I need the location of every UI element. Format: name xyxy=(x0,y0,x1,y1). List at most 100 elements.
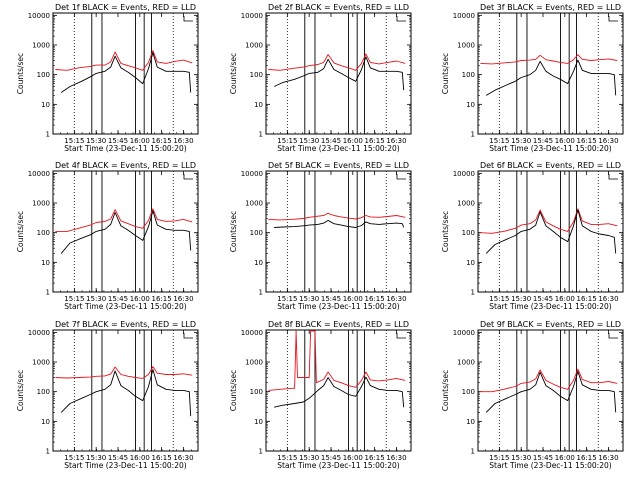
y-tick-label: 100 xyxy=(462,388,475,396)
y-tick-label: 10000 xyxy=(453,12,475,20)
x-tick-label: 15:30 xyxy=(86,295,106,303)
y-axis-label: Counts/sec xyxy=(229,211,238,252)
y-tick-label: 10 xyxy=(254,101,263,109)
legend-marker xyxy=(183,333,193,339)
y-axis-label: Counts/sec xyxy=(16,370,25,411)
y-tick-label: 100 xyxy=(462,229,475,237)
x-tick-label: 16:15 xyxy=(365,137,385,145)
events-series-line xyxy=(60,210,192,254)
y-tick-label: 10000 xyxy=(241,329,263,337)
detector-panel-5: Det 5f BLACK = Events, RED = LLD 1 10 100 10… xyxy=(229,161,412,311)
x-axis-label: Start Time (23-Dec-11 15:00:20) xyxy=(277,461,399,470)
y-tick-label: 1 xyxy=(46,289,50,297)
y-axis-label: Counts/sec xyxy=(441,53,450,94)
panel-title: Det 1f BLACK = Events, RED = LLD xyxy=(55,3,196,12)
panel-title: Det 6f BLACK = Events, RED = LLD xyxy=(480,161,621,170)
x-axis-label: Start Time (23-Dec-11 15:00:20) xyxy=(64,302,186,311)
x-tick-label: 15:15 xyxy=(64,454,84,462)
lld-series-line xyxy=(480,54,618,65)
detector-panel-2: Det 2f BLACK = Events, RED = LLD 1 10 100 10… xyxy=(229,3,412,153)
x-tick-label: 16:00 xyxy=(130,295,150,303)
x-tick-label: 15:45 xyxy=(108,454,128,462)
x-tick-label: 15:45 xyxy=(533,295,553,303)
x-tick-label: 16:30 xyxy=(173,137,193,145)
panel-title: Det 5f BLACK = Events, RED = LLD xyxy=(268,161,409,170)
y-tick-label: 100 xyxy=(462,71,475,79)
y-axis-label: Counts/sec xyxy=(16,53,25,94)
x-tick-label: 15:30 xyxy=(299,295,319,303)
y-tick-label: 1000 xyxy=(32,42,50,50)
detector-panel-7: Det 7f BLACK = Events, RED = LLD 1 10 100 10… xyxy=(16,320,199,470)
y-tick-label: 10000 xyxy=(241,170,263,178)
y-tick-label: 1 xyxy=(46,131,50,139)
legend-marker xyxy=(183,16,193,22)
x-tick-label: 15:45 xyxy=(321,137,341,145)
detector-panel-8: Det 8f BLACK = Events, RED = LLD 1 10 100 10… xyxy=(229,320,412,470)
y-tick-label: 1000 xyxy=(245,200,263,208)
lld-series-line xyxy=(268,330,406,391)
x-tick-label: 16:00 xyxy=(343,137,363,145)
y-tick-label: 1000 xyxy=(245,42,263,50)
y-tick-label: 1 xyxy=(259,448,263,456)
x-tick-label: 16:30 xyxy=(598,454,618,462)
y-tick-label: 1000 xyxy=(32,200,50,208)
legend-marker xyxy=(608,174,618,180)
y-tick-label: 100 xyxy=(250,388,263,396)
legend-marker xyxy=(396,16,406,22)
x-tick-label: 15:15 xyxy=(64,295,84,303)
x-tick-label: 16:00 xyxy=(130,454,150,462)
x-tick-label: 16:15 xyxy=(577,137,597,145)
x-tick-label: 16:15 xyxy=(152,137,172,145)
events-series-line xyxy=(485,209,617,254)
events-series-line xyxy=(60,369,192,417)
x-tick-label: 15:30 xyxy=(86,137,106,145)
x-tick-label: 15:45 xyxy=(108,295,128,303)
x-tick-label: 15:30 xyxy=(511,137,531,145)
x-tick-label: 16:30 xyxy=(386,454,406,462)
x-tick-label: 15:30 xyxy=(511,454,531,462)
y-tick-label: 1 xyxy=(471,289,475,297)
lld-series-line xyxy=(268,53,406,71)
x-tick-label: 16:15 xyxy=(365,454,385,462)
x-tick-label: 15:15 xyxy=(489,137,509,145)
panel-title: Det 9f BLACK = Events, RED = LLD xyxy=(480,320,621,329)
panel-title: Det 2f BLACK = Events, RED = LLD xyxy=(268,3,409,12)
events-series-line xyxy=(274,376,405,408)
detector-panel-3: Det 3f BLACK = Events, RED = LLD 1 10 100 10… xyxy=(441,3,624,153)
panel-title: Det 4f BLACK = Events, RED = LLD xyxy=(55,161,196,170)
y-tick-label: 100 xyxy=(250,229,263,237)
x-axis-label: Start Time (23-Dec-11 15:00:20) xyxy=(489,144,611,153)
x-tick-label: 16:00 xyxy=(343,295,363,303)
x-axis-label: Start Time (23-Dec-11 15:00:20) xyxy=(64,144,186,153)
x-tick-label: 16:30 xyxy=(598,295,618,303)
x-tick-label: 15:15 xyxy=(277,295,297,303)
x-tick-label: 16:30 xyxy=(386,295,406,303)
x-tick-label: 16:30 xyxy=(598,137,618,145)
x-tick-label: 16:15 xyxy=(365,295,385,303)
lld-series-line xyxy=(55,208,193,232)
y-tick-label: 1000 xyxy=(245,359,263,367)
x-axis-label: Start Time (23-Dec-11 15:00:20) xyxy=(489,302,611,311)
x-tick-label: 15:30 xyxy=(299,454,319,462)
y-tick-label: 10000 xyxy=(241,12,263,20)
y-tick-label: 10 xyxy=(466,418,475,426)
y-tick-label: 10000 xyxy=(453,170,475,178)
x-axis-label: Start Time (23-Dec-11 15:00:20) xyxy=(64,461,186,470)
x-tick-label: 16:00 xyxy=(555,295,575,303)
x-tick-label: 16:00 xyxy=(555,454,575,462)
y-tick-label: 1000 xyxy=(457,42,475,50)
x-tick-label: 15:30 xyxy=(86,454,106,462)
legend-marker xyxy=(396,333,406,339)
x-tick-label: 15:45 xyxy=(321,454,341,462)
x-tick-label: 15:15 xyxy=(489,295,509,303)
y-axis-label: Counts/sec xyxy=(16,211,25,252)
y-tick-label: 100 xyxy=(37,388,50,396)
legend-marker xyxy=(396,174,406,180)
events-series-line xyxy=(485,371,617,413)
legend-marker xyxy=(608,16,618,22)
x-tick-label: 15:45 xyxy=(108,137,128,145)
x-tick-label: 15:15 xyxy=(489,454,509,462)
y-tick-label: 1000 xyxy=(32,359,50,367)
x-tick-label: 16:00 xyxy=(343,454,363,462)
